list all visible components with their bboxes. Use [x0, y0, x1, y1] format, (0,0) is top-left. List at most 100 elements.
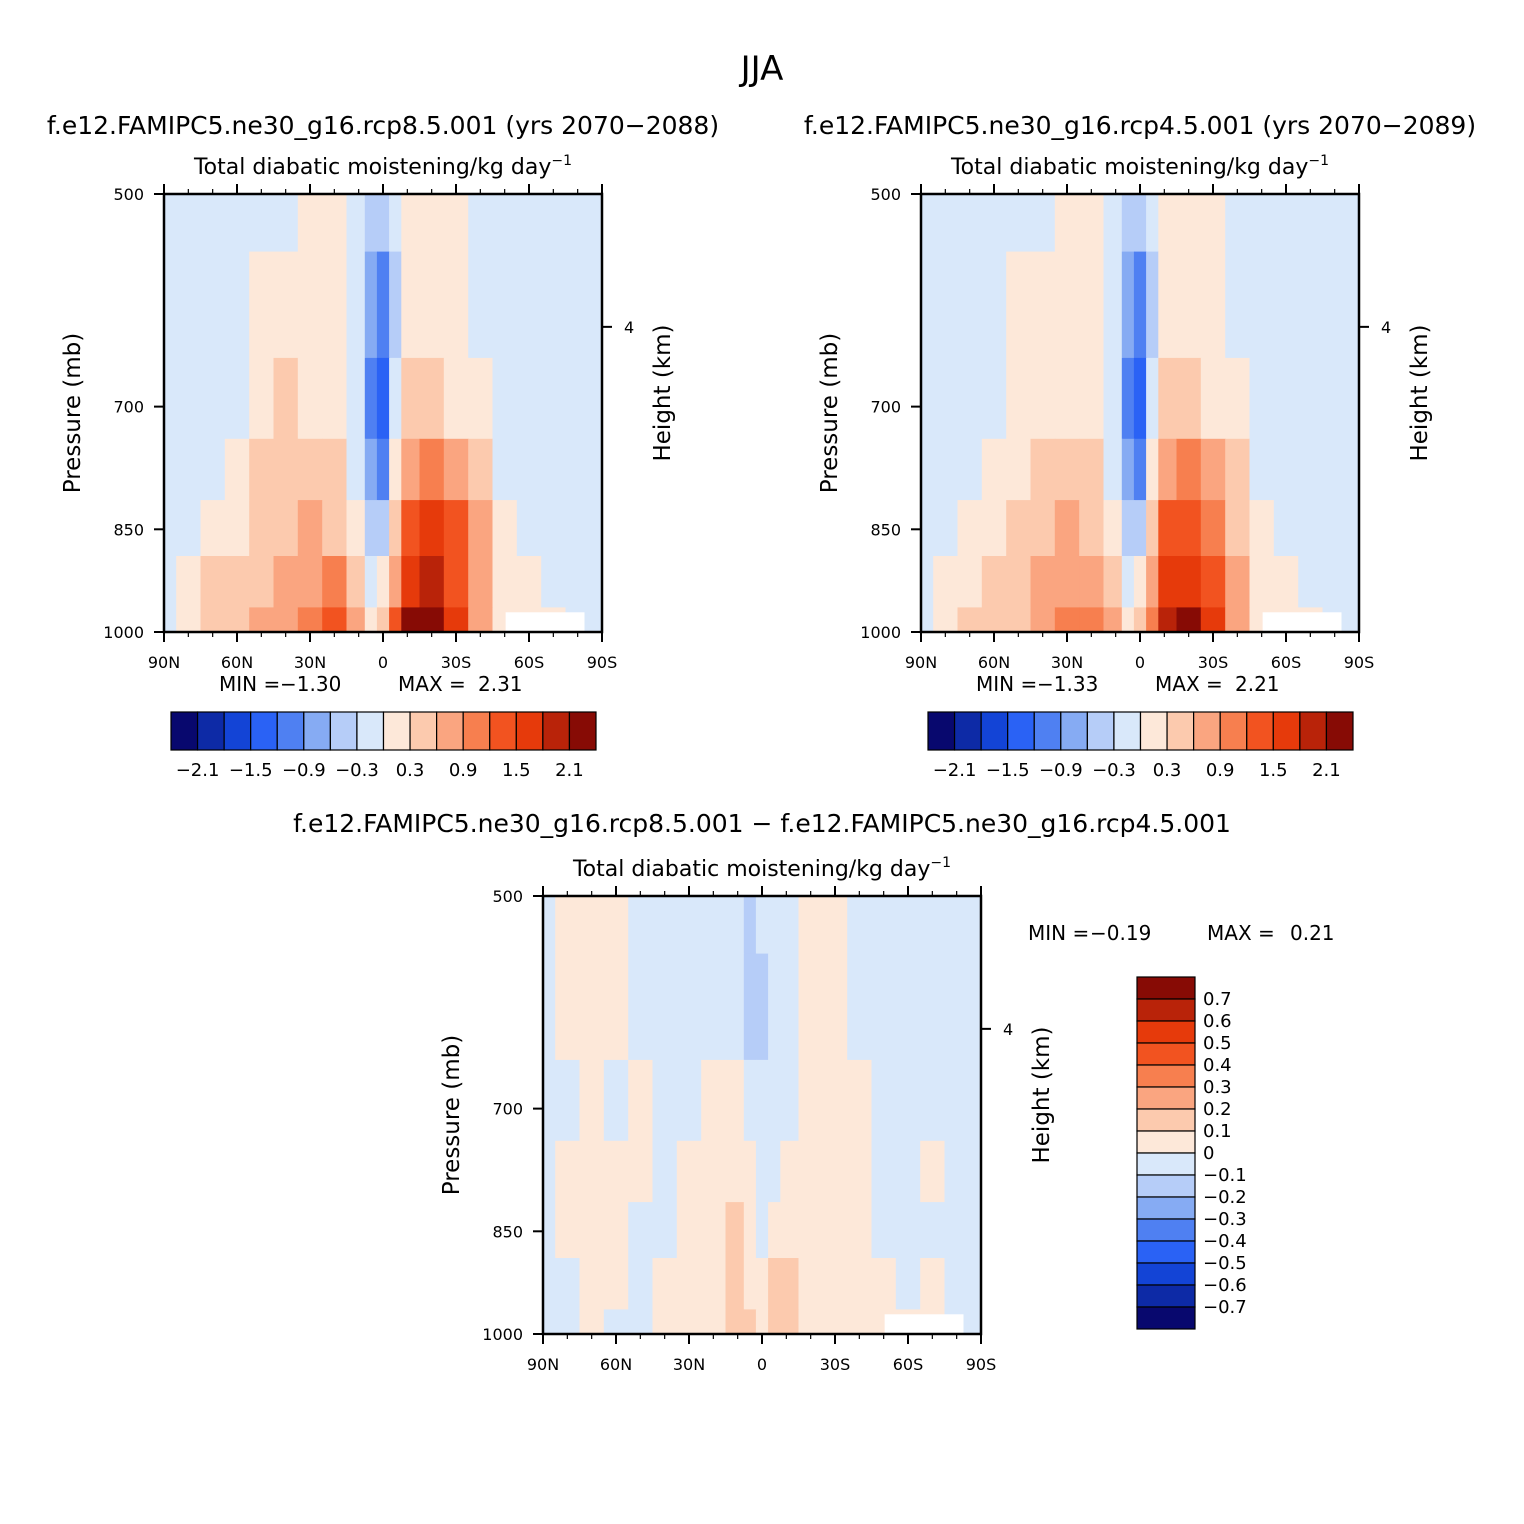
field-cell	[798, 1202, 824, 1259]
field-cell	[419, 194, 445, 253]
field-cell	[743, 1140, 757, 1203]
y-right-tick-label: 4	[624, 318, 634, 337]
field-cell	[1225, 500, 1251, 557]
colorbar-swatch	[1136, 1174, 1196, 1198]
field-cell	[1200, 556, 1226, 608]
field-cell	[224, 194, 250, 253]
colorbar-label: 1.5	[1259, 760, 1288, 781]
panel2-run-title: f.e12.FAMIPC5.ne30_g16.rcp4.5.001 (yrs 2…	[804, 111, 1476, 140]
field-cell	[798, 1309, 824, 1335]
x-tick-label: 90N	[527, 1355, 559, 1374]
field-cell	[957, 500, 983, 557]
colorbar-swatch	[1136, 976, 1196, 1000]
field-cell	[968, 1202, 982, 1259]
x-tick-label: 0	[378, 653, 388, 672]
colorbar: 0.70.60.50.40.30.20.10−0.1−0.2−0.3−0.4−0…	[1136, 976, 1247, 1330]
field-cell	[176, 607, 202, 633]
field-cell	[1176, 556, 1202, 608]
field-cell	[224, 357, 250, 440]
field-cell	[1346, 438, 1360, 501]
field-cell	[1133, 607, 1147, 633]
field-cell	[176, 438, 202, 501]
field-cell	[1322, 500, 1348, 557]
colorbar: −2.1 −1.5 −0.9 −0.3 0.3 0.9 1.5 2.1	[170, 711, 597, 781]
field-cell	[847, 1140, 873, 1203]
field-cell	[920, 896, 946, 955]
y-tick-label: 850	[870, 520, 901, 539]
field-cell	[701, 1202, 727, 1259]
field-cell	[895, 953, 921, 1061]
field-cell	[516, 357, 542, 440]
field-cell	[847, 1202, 873, 1259]
field-cell	[543, 1202, 556, 1259]
field-cell	[200, 194, 226, 253]
field-cell	[1103, 251, 1123, 359]
field-cell	[346, 251, 366, 359]
field-cell	[565, 251, 591, 359]
field-cell	[176, 357, 202, 440]
field-cell	[543, 1059, 556, 1142]
field-cell	[921, 357, 934, 440]
y-right-tick-label: 4	[1003, 1020, 1013, 1039]
field-cell	[676, 1059, 702, 1142]
field-cell	[1298, 500, 1324, 557]
field-cell	[921, 438, 934, 501]
field-cell	[164, 607, 177, 633]
field-cell	[1298, 357, 1324, 440]
field-cell	[579, 1202, 605, 1259]
field-cell	[822, 953, 848, 1061]
colorbar-swatch	[489, 711, 517, 751]
field-cell	[1346, 251, 1360, 359]
field-cell	[1006, 357, 1032, 440]
field-cell	[1200, 438, 1226, 501]
x-tick-label: 90N	[905, 653, 937, 672]
field-cell	[957, 251, 983, 359]
field-cell	[701, 1140, 727, 1203]
field-cell	[164, 500, 177, 557]
field-cell	[200, 500, 226, 557]
field-cell	[273, 607, 299, 633]
colorbar-swatch	[223, 711, 252, 751]
field-cell	[401, 438, 421, 501]
y-tick-label: 700	[870, 398, 901, 417]
field-cell	[1200, 500, 1226, 557]
field-cell	[1346, 556, 1360, 608]
field-cell	[364, 607, 378, 633]
field-cell	[389, 500, 402, 557]
field-cell	[224, 500, 250, 557]
field-cell	[1200, 251, 1226, 359]
field-cell	[1103, 194, 1123, 253]
field-cell	[376, 357, 390, 440]
field-cell	[1298, 438, 1324, 501]
field-cell	[921, 607, 934, 633]
field-cell	[579, 1258, 605, 1310]
field-cell	[871, 1140, 897, 1203]
field-cell	[589, 607, 603, 633]
field-cell	[701, 1309, 727, 1335]
field-cell	[322, 194, 348, 253]
field-cell	[443, 438, 469, 501]
field-cell	[200, 251, 226, 359]
field-cell	[1273, 500, 1299, 557]
colorbar-swatch	[1272, 711, 1301, 751]
panels-layer: 90N 60N 30N 0 30S 60S 90S 500 700 850 1000 4 Pressur…	[60, 153, 1433, 1374]
field-cell	[249, 556, 275, 608]
field-cell	[1322, 438, 1348, 501]
field-cell	[468, 500, 494, 557]
field-cell	[200, 556, 226, 608]
field-cell	[389, 556, 402, 608]
field-cell	[1133, 500, 1147, 557]
field-cell	[676, 896, 702, 955]
field-cell	[541, 194, 567, 253]
field-cell	[249, 357, 275, 440]
field-cell	[164, 357, 177, 440]
field-cell	[492, 194, 518, 253]
field-cell	[389, 251, 402, 359]
field-cell	[944, 896, 970, 955]
field-cell	[1273, 251, 1299, 359]
field-cell	[798, 1140, 824, 1203]
colorbar-label: 0.5	[1203, 1033, 1232, 1054]
colorbar-swatch	[1136, 1042, 1196, 1066]
field-cell	[1176, 438, 1202, 501]
field-cell	[895, 1059, 921, 1142]
